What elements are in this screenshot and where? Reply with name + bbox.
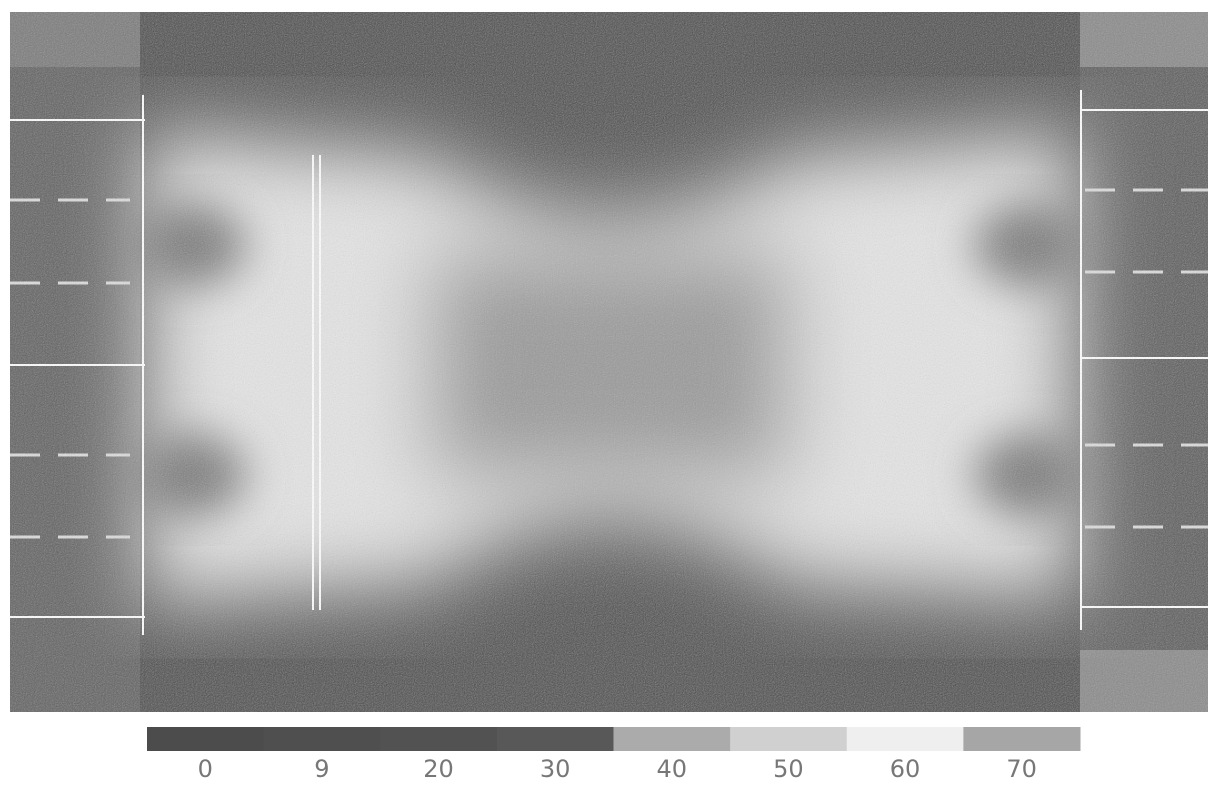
image xyxy=(10,12,1208,712)
colorbar-label: 40 xyxy=(657,755,688,783)
colorbar-segment xyxy=(613,727,731,751)
colorbar-segment xyxy=(730,727,848,751)
colorbar-segment xyxy=(496,727,614,751)
colorbar-segment xyxy=(846,727,964,751)
colorbar-label: 30 xyxy=(540,755,571,783)
colorbar-label: 9 xyxy=(314,755,329,783)
colorbar-segment xyxy=(263,727,381,751)
colorbar-segment xyxy=(147,727,265,751)
colorbar: 0 9 20 30 40 50 60 70 xyxy=(147,727,1081,783)
colorbar-segment xyxy=(380,727,498,751)
colorbar-segment xyxy=(963,727,1081,751)
colorbar-label: 50 xyxy=(773,755,804,783)
colorbar-label: 60 xyxy=(890,755,921,783)
colorbar-label: 0 xyxy=(198,755,213,783)
colorbar-label: 20 xyxy=(423,755,454,783)
colorbar-label: 70 xyxy=(1006,755,1037,783)
